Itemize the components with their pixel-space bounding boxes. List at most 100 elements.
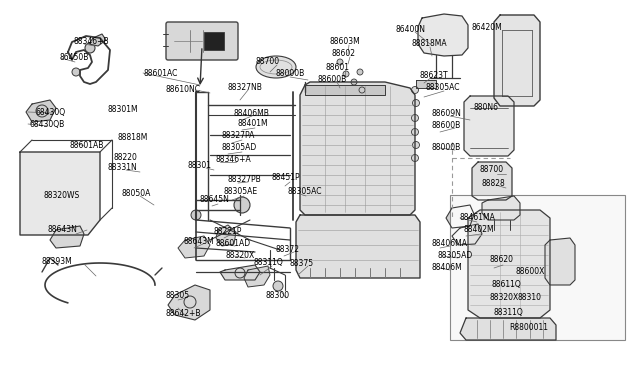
Text: 88393M: 88393M [42, 257, 73, 266]
Text: 68430QB: 68430QB [30, 121, 65, 129]
FancyBboxPatch shape [166, 22, 238, 60]
Circle shape [413, 99, 419, 106]
Text: 88372: 88372 [275, 244, 299, 253]
Text: 88346+A: 88346+A [216, 155, 252, 164]
Polygon shape [220, 265, 260, 280]
Polygon shape [296, 215, 420, 278]
Text: 88610NC: 88610NC [165, 86, 200, 94]
Text: 88375: 88375 [290, 259, 314, 267]
Ellipse shape [256, 56, 296, 78]
Polygon shape [494, 15, 540, 106]
Polygon shape [50, 226, 84, 248]
Text: 88600X: 88600X [516, 267, 545, 276]
Polygon shape [244, 266, 270, 287]
Text: 880N6: 880N6 [473, 103, 498, 112]
Text: 88611Q: 88611Q [492, 280, 522, 289]
Circle shape [357, 69, 363, 75]
Text: 88320X: 88320X [226, 250, 255, 260]
Polygon shape [20, 152, 100, 235]
Text: 88305: 88305 [166, 292, 190, 301]
Text: 88818M: 88818M [118, 134, 148, 142]
Circle shape [359, 87, 365, 93]
Text: 88603M: 88603M [330, 38, 361, 46]
Text: 88609N: 88609N [432, 109, 462, 118]
Polygon shape [216, 225, 236, 246]
Polygon shape [468, 210, 550, 318]
Text: 88601AB: 88601AB [70, 141, 104, 150]
Text: 88700: 88700 [479, 166, 503, 174]
Text: 88402M: 88402M [463, 225, 493, 234]
Text: 88451P: 88451P [272, 173, 301, 183]
Text: 86420M: 86420M [471, 23, 502, 32]
Polygon shape [418, 14, 468, 56]
Circle shape [413, 141, 419, 148]
Text: 88310: 88310 [518, 294, 542, 302]
Polygon shape [452, 224, 482, 245]
Polygon shape [472, 162, 512, 200]
Text: 88305AD: 88305AD [438, 250, 473, 260]
Text: 88643M: 88643M [184, 237, 215, 247]
Polygon shape [482, 196, 520, 220]
Text: 88305AD: 88305AD [222, 144, 257, 153]
Text: 88301: 88301 [188, 160, 212, 170]
Text: 88600B: 88600B [318, 76, 348, 84]
Text: 88643N: 88643N [48, 225, 78, 234]
Text: 86450B: 86450B [60, 52, 90, 61]
Text: 88406M: 88406M [432, 263, 463, 273]
Polygon shape [300, 82, 415, 215]
Text: 88000B: 88000B [276, 70, 305, 78]
Polygon shape [305, 85, 385, 95]
Text: 88828: 88828 [481, 180, 505, 189]
Text: 88320X: 88320X [490, 294, 519, 302]
Text: 88305AC: 88305AC [287, 187, 321, 196]
Polygon shape [460, 318, 556, 340]
Circle shape [85, 43, 95, 53]
Circle shape [343, 71, 349, 77]
Text: 88320WS: 88320WS [44, 192, 80, 201]
Bar [204, 32, 224, 50]
Text: 88645N: 88645N [200, 196, 230, 205]
FancyBboxPatch shape [450, 195, 625, 340]
Text: 88327NB: 88327NB [228, 83, 263, 92]
Text: 88600B: 88600B [432, 121, 461, 129]
Text: 88311Q: 88311Q [253, 259, 283, 267]
Text: 88401M: 88401M [237, 119, 268, 128]
Circle shape [337, 59, 343, 65]
Polygon shape [168, 285, 210, 320]
Text: 88601AC: 88601AC [143, 68, 177, 77]
Circle shape [273, 281, 283, 291]
Text: R8800011: R8800011 [509, 324, 548, 333]
Text: 88305AC: 88305AC [426, 83, 461, 93]
Polygon shape [178, 236, 210, 258]
Text: 88327PB: 88327PB [228, 174, 262, 183]
Text: 88623T: 88623T [419, 71, 447, 80]
Text: 88818MA: 88818MA [412, 39, 447, 48]
Text: 88311Q: 88311Q [493, 308, 523, 317]
Polygon shape [545, 238, 575, 285]
Text: 88327PA: 88327PA [222, 131, 255, 141]
Text: 88602: 88602 [332, 49, 356, 58]
Circle shape [412, 154, 419, 161]
Text: 88601AD: 88601AD [216, 238, 251, 247]
Text: 88300: 88300 [266, 292, 290, 301]
Circle shape [72, 68, 80, 76]
Text: 88346+B: 88346+B [74, 38, 109, 46]
Text: 88642+B: 88642+B [165, 310, 200, 318]
Text: 88620: 88620 [490, 256, 514, 264]
Polygon shape [446, 205, 474, 228]
Text: 88221P: 88221P [214, 227, 243, 235]
Circle shape [412, 87, 419, 93]
Text: 88406MA: 88406MA [432, 238, 468, 247]
Polygon shape [89, 34, 106, 46]
Text: 68430Q: 68430Q [36, 109, 66, 118]
Text: 88000B: 88000B [432, 144, 461, 153]
Circle shape [412, 128, 419, 135]
Circle shape [234, 197, 250, 213]
Text: 88461MA: 88461MA [459, 214, 495, 222]
Text: 88301M: 88301M [108, 106, 139, 115]
Text: 88331N: 88331N [108, 164, 138, 173]
Text: 88050A: 88050A [122, 189, 152, 198]
Text: 88700: 88700 [256, 58, 280, 67]
Text: 88305AE: 88305AE [224, 187, 258, 196]
Circle shape [351, 79, 357, 85]
